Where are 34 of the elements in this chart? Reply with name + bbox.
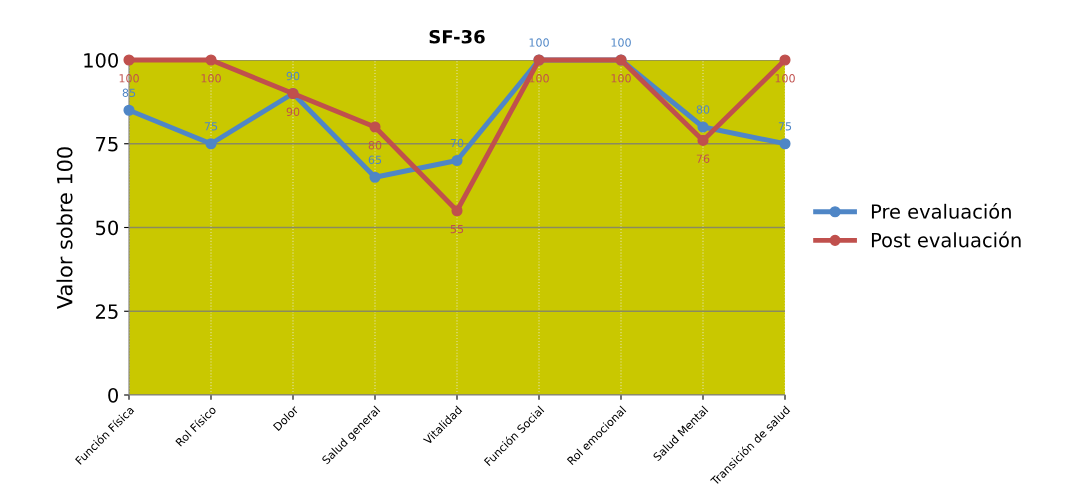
data-label: 100	[611, 74, 631, 83]
data-label: 100	[611, 38, 631, 47]
data-label: 100	[201, 74, 221, 83]
legend-label: Post evaluación	[871, 231, 1021, 248]
y-tick-label: 50	[96, 220, 118, 236]
data-label: 100	[529, 38, 549, 47]
legend-label: Pre evaluación	[871, 203, 1011, 219]
chart-title: SF-36	[429, 29, 485, 44]
point	[205, 54, 217, 66]
point	[123, 54, 135, 66]
point	[697, 134, 709, 146]
y-tick-label: 75	[96, 136, 118, 152]
data-label: 80	[696, 105, 710, 114]
data-label: 75	[204, 122, 218, 131]
point	[451, 154, 463, 167]
point	[779, 54, 791, 66]
point	[697, 121, 709, 133]
data-label: 70	[450, 138, 464, 148]
data-label: 85	[122, 88, 136, 97]
point	[451, 205, 463, 217]
point	[123, 104, 135, 116]
y-tick-label: 100	[84, 52, 118, 68]
data-label: 65	[368, 155, 382, 164]
data-label: 90	[286, 71, 300, 81]
point	[205, 138, 217, 150]
data-label: 90	[286, 107, 300, 116]
point	[369, 121, 381, 133]
y-tick-label: 0	[108, 387, 118, 403]
data-label: 100	[119, 74, 139, 83]
data-label: 76	[696, 154, 710, 163]
point	[369, 171, 381, 183]
point	[779, 138, 791, 150]
y-tick-label: 25	[95, 304, 118, 319]
y-axis-title: Valor sobre 100	[56, 147, 73, 309]
